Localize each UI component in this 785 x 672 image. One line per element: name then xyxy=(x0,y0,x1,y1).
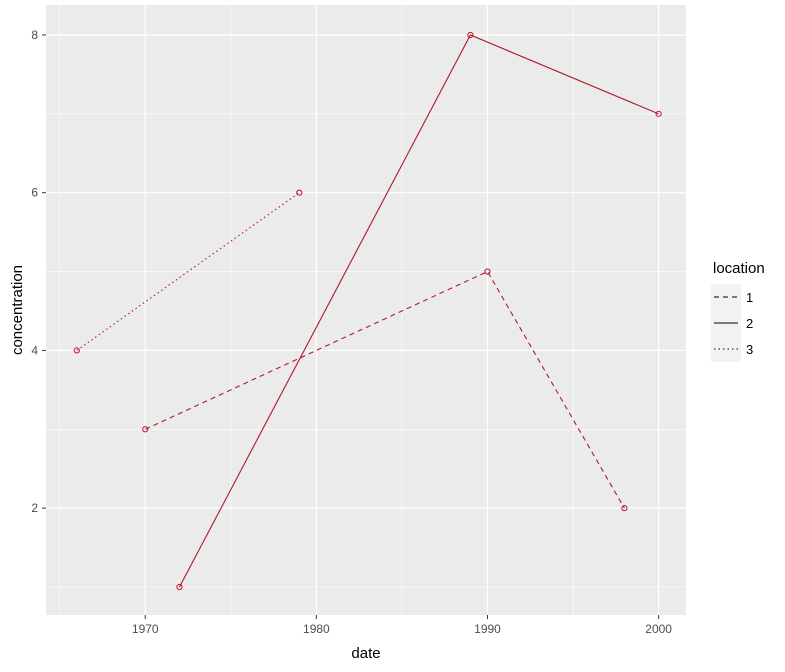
y-tick-label: 4 xyxy=(31,343,38,357)
series-line-3 xyxy=(76,192,300,351)
x-axis-label: date xyxy=(351,645,380,662)
data-point xyxy=(176,583,183,591)
series-line-1 xyxy=(145,270,625,509)
y-tick-label: 8 xyxy=(31,28,38,42)
legend-label: 2 xyxy=(746,316,753,331)
plot-panel xyxy=(46,5,686,615)
legend: location 1 2 3 xyxy=(711,260,765,362)
x-tick-label: 2000 xyxy=(645,622,672,636)
data-point xyxy=(296,189,303,196)
data-point xyxy=(621,505,628,512)
axes: 1970 1980 1990 2000 2 4 6 8 xyxy=(31,28,672,636)
data-point xyxy=(467,31,474,39)
gridlines xyxy=(46,5,686,615)
legend-key-bg xyxy=(711,336,741,362)
series-lines xyxy=(73,31,662,591)
y-tick-label: 6 xyxy=(31,186,38,200)
data-point xyxy=(142,426,149,433)
y-tick-label: 2 xyxy=(31,501,38,515)
legend-label: 1 xyxy=(746,290,753,305)
x-tick-label: 1980 xyxy=(303,622,330,636)
data-point xyxy=(655,110,662,117)
series-line-2 xyxy=(178,34,659,588)
data-point xyxy=(484,268,491,275)
x-tick-label: 1990 xyxy=(474,622,501,636)
x-tick-label: 1970 xyxy=(132,622,159,636)
y-axis-label: concentration xyxy=(9,265,26,355)
legend-label: 3 xyxy=(746,342,753,357)
legend-title: location xyxy=(713,260,765,277)
data-point xyxy=(73,347,80,354)
